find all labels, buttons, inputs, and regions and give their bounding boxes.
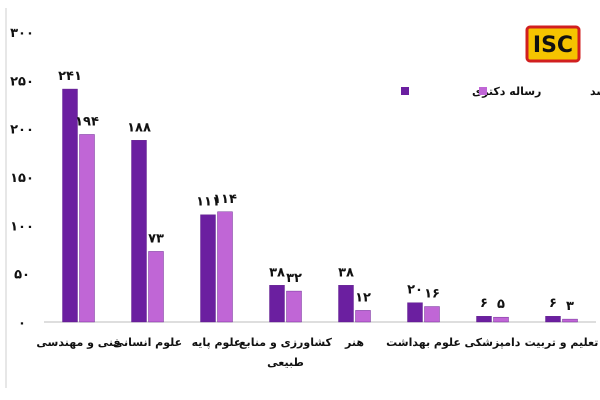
category-label: هنر	[344, 336, 364, 349]
bar-masters	[424, 306, 440, 323]
bar-doctorate	[200, 214, 216, 323]
data-label: ۶	[549, 296, 557, 311]
category-label: علوم بهداشت	[386, 336, 461, 349]
y-tick-label: ۵۰	[14, 268, 30, 283]
y-tick-label: ۲۵۰	[10, 74, 34, 89]
data-label: ۳۸	[269, 265, 285, 280]
bar-masters	[286, 290, 302, 323]
data-label: ۳۸	[338, 265, 354, 280]
data-label: ۲۰	[407, 283, 423, 298]
isc-logo: ISC	[525, 25, 581, 63]
bar-masters	[355, 310, 371, 323]
legend-label-masters: پایان نامه کارشناسی ارشد	[590, 85, 600, 98]
bar-masters	[79, 134, 95, 323]
logo-box	[525, 25, 581, 63]
bar-masters	[148, 251, 164, 323]
bar-doctorate	[269, 285, 285, 323]
bar-masters	[493, 316, 509, 323]
category-label: کشاورزی و منابع	[239, 336, 332, 349]
data-label: ۱۱۱	[196, 195, 220, 210]
bar-masters	[217, 211, 233, 323]
y-tick-label: ۱۵۰	[10, 171, 34, 186]
bar-doctorate	[407, 302, 423, 323]
bar-doctorate	[62, 88, 78, 323]
bar-doctorate	[131, 140, 147, 323]
data-label: ۱۱۴	[213, 192, 237, 207]
data-label: ۷۳	[148, 231, 164, 246]
bar-doctorate	[338, 285, 354, 323]
y-tick-label: ۳۰۰	[10, 26, 34, 41]
category-label: دامپزشکی	[465, 336, 521, 349]
data-label: ۱۶	[424, 287, 440, 302]
y-tick-label: ۱۰۰	[10, 219, 34, 234]
data-label: ۳۲	[286, 271, 302, 286]
legend-swatch-doctorate	[401, 87, 409, 95]
legend: رساله دکتری پایان نامه کارشناسی ارشد	[401, 85, 600, 98]
data-label: ۲۴۱	[58, 69, 82, 84]
category-label: علوم پایه	[192, 336, 242, 349]
bar-masters	[562, 318, 578, 323]
y-tick-label: ۰	[18, 316, 26, 331]
bars	[62, 88, 578, 323]
legend-swatch-masters	[479, 87, 487, 95]
logo-text: ISC	[533, 33, 573, 58]
category-label: علوم انسانی	[113, 336, 182, 349]
legend-label-doctorate: رساله دکتری	[472, 85, 541, 98]
category-label: طبیعی	[267, 356, 304, 369]
y-tick-label: ۲۰۰	[10, 123, 34, 138]
data-label: ۳	[566, 299, 574, 314]
data-label: ۱۹۴	[75, 114, 99, 129]
y-axis-ticks: ۰ ۵۰ ۱۰۰ ۱۵۰ ۲۰۰ ۲۵۰ ۳۰۰	[10, 26, 34, 331]
category-label: فنی و مهندسی	[36, 336, 120, 349]
data-label: ۶	[480, 296, 488, 311]
bar-doctorate	[545, 316, 561, 323]
data-label: ۱۸۸	[127, 120, 151, 135]
data-label: ۵	[497, 297, 505, 312]
category-label: تعلیم و تربیت	[525, 336, 599, 349]
data-label: ۱۲	[355, 290, 371, 305]
bar-doctorate	[476, 316, 492, 323]
